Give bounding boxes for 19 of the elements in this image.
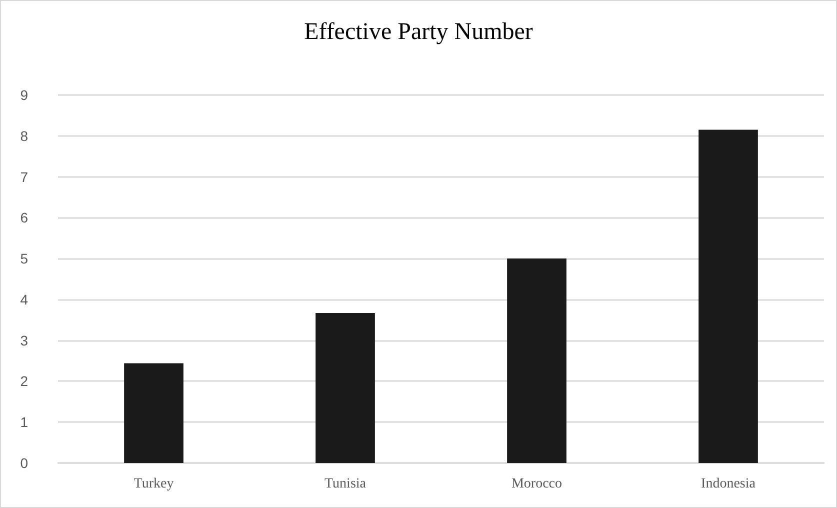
y-tick-label: 8 [20,128,28,144]
bar [698,130,758,463]
x-tick-label: Tunisia [324,476,367,492]
y-tick-label: 2 [20,373,28,390]
chart-title: Effective Party Number [304,19,533,45]
y-tick-label: 4 [20,291,28,308]
y-tick-label: 0 [20,455,28,471]
x-tick-label: Morocco [511,476,562,492]
y-tick-label: 6 [20,210,28,226]
x-tick-label: Turkey [134,476,174,492]
bar [124,363,184,463]
bar [507,258,566,463]
bar [316,312,375,463]
y-tick-label: 1 [20,414,28,430]
y-tick-label: 3 [20,332,28,348]
y-tick-label: 7 [20,168,28,185]
y-tick-label: 5 [20,250,28,267]
x-tick-label: Indonesia [701,476,756,492]
y-tick-label: 9 [20,87,28,103]
